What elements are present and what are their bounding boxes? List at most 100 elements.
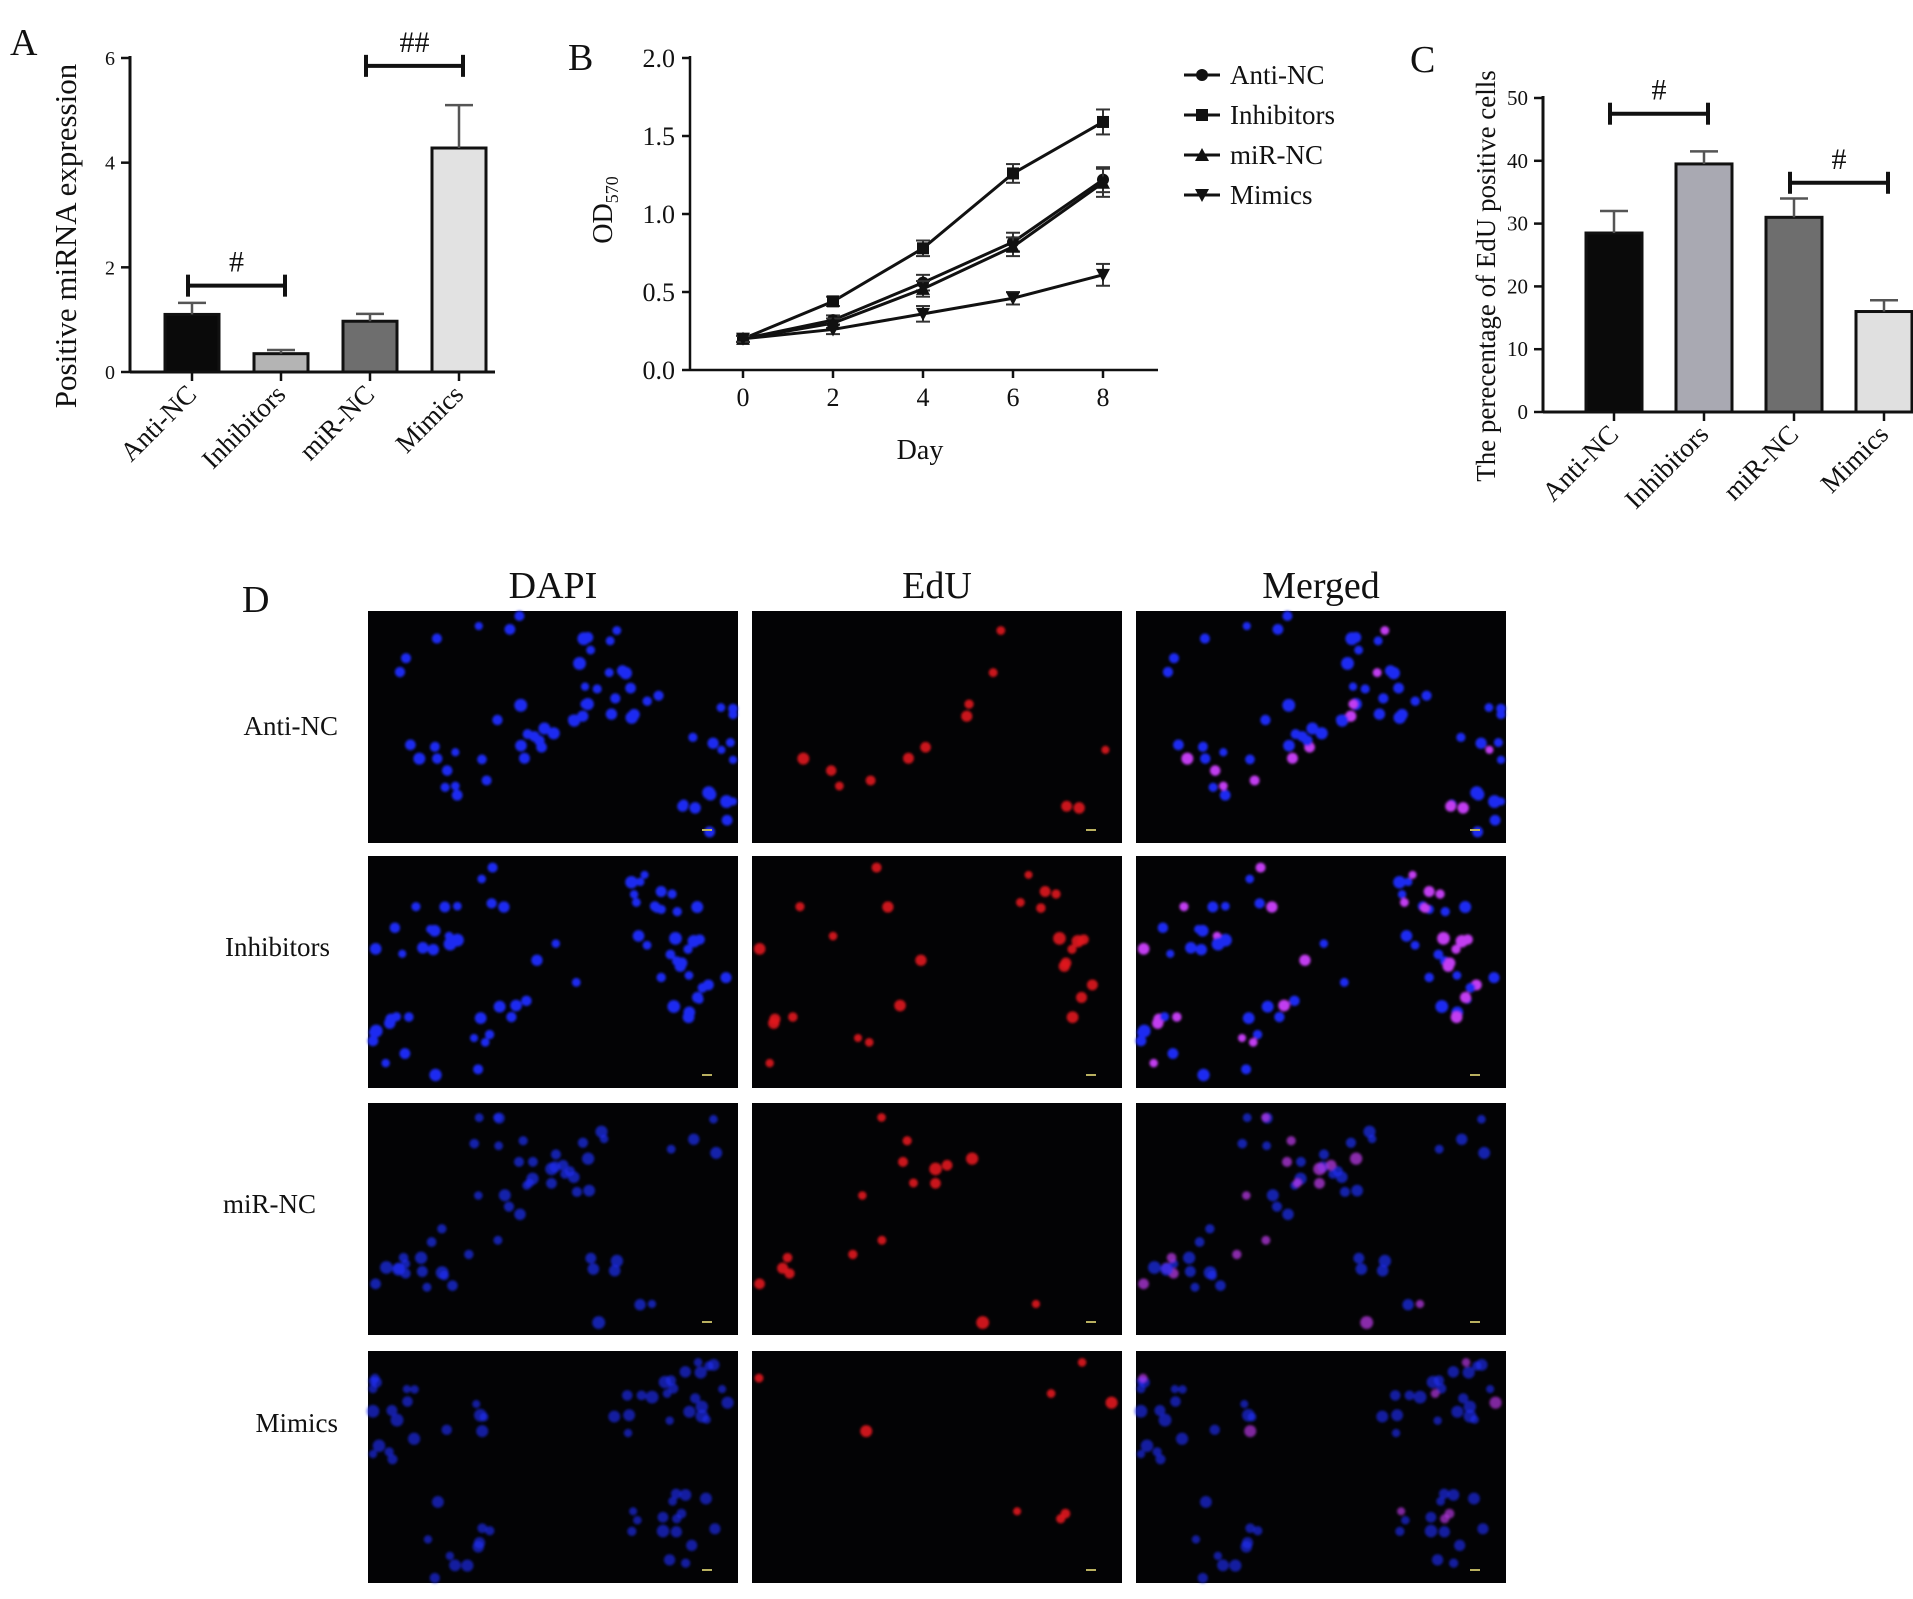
edu-positive-cell [795,902,805,912]
cell-nucleus [1489,814,1501,826]
row-label-mir-nc: miR-NC [223,1189,316,1219]
category-label: Inhibitors [1619,419,1714,514]
cell-nucleus [582,632,594,643]
y-tick-label: 10 [1507,337,1528,361]
cell-nucleus [728,755,738,764]
merged-positive-cell [1437,932,1450,945]
data-point-square [1097,115,1109,128]
cell-nucleus [1452,971,1462,980]
cell-nucleus [477,874,487,884]
cell-nucleus [1355,1263,1368,1275]
micrograph-background [368,1351,738,1583]
micrograph-background [368,1103,738,1335]
column-header-merged: Merged [1262,565,1380,607]
cell-nucleus [1199,1496,1212,1508]
cell-nucleus [1336,714,1349,727]
cell-nucleus [1424,972,1434,983]
cell-nucleus [577,1137,589,1148]
cell-nucleus [612,626,622,635]
cell-nucleus [693,1358,703,1367]
data-point-triangle [1006,239,1020,253]
cell-nucleus [506,1011,517,1023]
cell-nucleus [504,623,516,635]
x-axis-label: Day [897,435,944,466]
merged-positive-cell [1360,1316,1374,1330]
cell-nucleus [1215,1280,1226,1291]
cell-nucleus [399,1048,411,1059]
cell-nucleus [592,684,602,694]
merged-positive-cell [1232,1249,1242,1260]
cell-nucleus [480,1038,490,1047]
category-label: Inhibitors [196,379,291,474]
y-tick-label: 40 [1507,149,1528,173]
cell-nucleus [625,711,638,724]
cell-nucleus [515,739,527,752]
edu-positive-cell [1013,1507,1022,1516]
cell-nucleus [461,1559,474,1572]
cell-nucleus [686,1539,698,1552]
cell-nucleus [1173,739,1184,751]
cell-nucleus [1397,890,1407,899]
cell-nucleus [568,714,581,727]
cell-nucleus [1240,1400,1249,1409]
cell-nucleus [677,800,689,812]
scale-bar [1086,1321,1096,1323]
cell-nucleus [423,1535,433,1544]
cell-nucleus [1140,1439,1154,1453]
significance-label: # [1652,74,1667,107]
y-tick-label: 0.5 [643,278,676,307]
edu-positive-cell [864,1038,874,1047]
micrograph-mir-nc-dapi [368,1103,738,1335]
cell-nucleus [410,1385,419,1394]
cell-nucleus [721,814,733,826]
merged-positive-cell [1172,1012,1182,1022]
cell-nucleus [1488,795,1501,808]
cell-nucleus [1496,755,1506,764]
edu-positive-cell [765,1058,774,1068]
cell-nucleus [672,907,682,917]
cell-nucleus [1283,739,1295,752]
merged-positive-cell [1286,1136,1296,1146]
cell-nucleus [1440,907,1450,917]
row-label-anti-nc: Anti-NC [244,711,339,741]
cell-nucleus [1413,1390,1427,1404]
significance-label: ## [400,26,430,59]
cell-nucleus [1360,684,1370,694]
cell-nucleus [1219,748,1228,757]
edu-positive-cell [1086,979,1098,991]
cell-nucleus [411,902,421,912]
cell-nucleus [1196,924,1209,937]
cell-nucleus [432,753,443,764]
cell-nucleus [604,668,614,678]
edu-positive-cell [1036,903,1046,913]
cell-nucleus [1463,1400,1477,1413]
cell-nucleus [1376,1410,1389,1423]
cell-nucleus [402,1396,413,1407]
cell-nucleus [392,1262,405,1276]
cell-nucleus [672,1514,682,1524]
edu-positive-cell [865,775,876,786]
edu-positive-cell [1101,745,1110,754]
cell-nucleus [469,1138,480,1149]
category-label: miR-NC [1717,419,1804,506]
cell-nucleus [1472,788,1485,801]
category-label: Mimics [1815,419,1895,499]
micrograph-mimics-edu [752,1351,1122,1583]
edu-positive-cell [1066,1011,1079,1024]
bar-inhibitors [1674,162,1734,414]
cell-nucleus [1199,633,1210,644]
merged-positive-cell [1242,1191,1251,1200]
y-tick-label: 2 [105,257,115,279]
cell-nucleus [1410,696,1420,706]
chart-b: 0.0 0.5 1.0 1.5 2.0 0 2 4 6 8 Day OD570 Anti-NC Inhib… [588,44,1335,466]
cell-nucleus [1436,1496,1445,1506]
cell-nucleus [669,932,682,945]
cell-nucleus [670,1488,682,1499]
merged-positive-cell [1461,1358,1471,1367]
cell-nucleus [1345,1137,1357,1148]
cell-nucleus [1154,1405,1166,1417]
cell-nucleus [657,1511,669,1523]
cell-nucleus [477,1523,488,1534]
cell-nucleus [441,1424,452,1436]
cell-nucleus [1410,940,1420,950]
